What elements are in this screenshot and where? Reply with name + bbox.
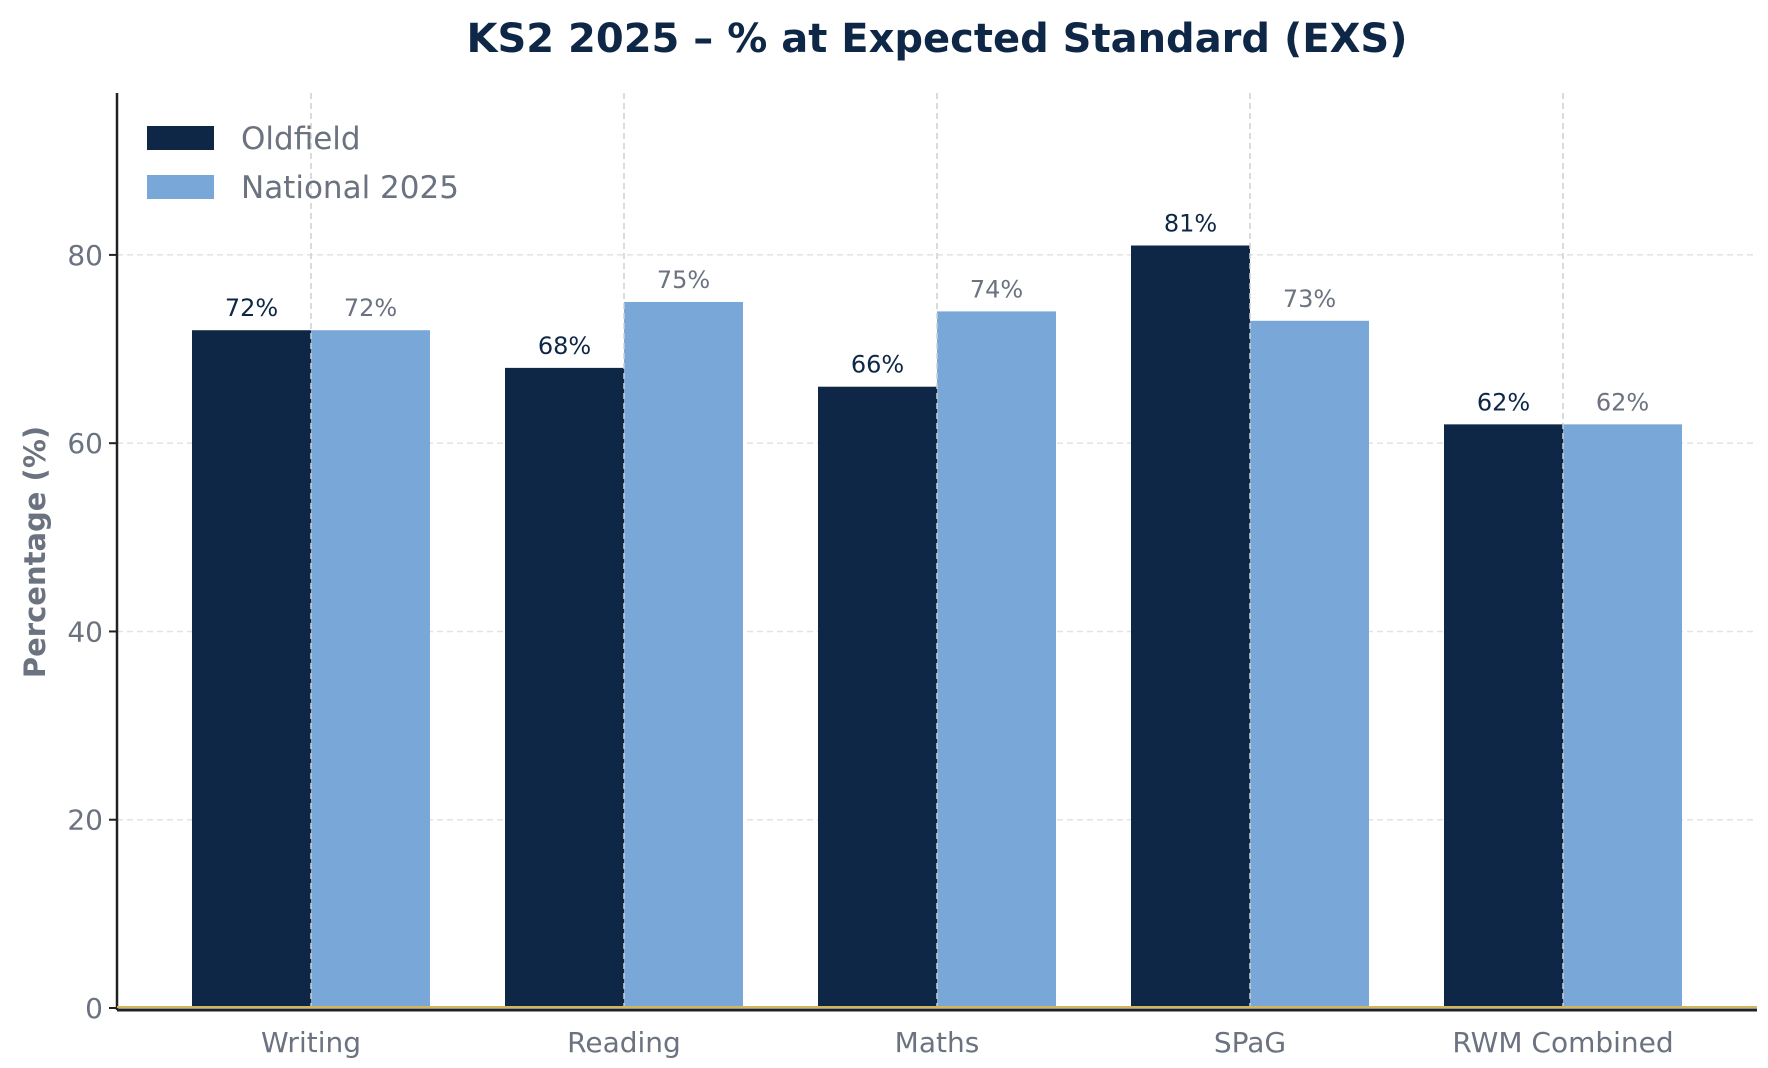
data-label: 74%: [970, 275, 1023, 303]
bar-writing-national-2025: [311, 330, 430, 1008]
bars: [192, 245, 1682, 1009]
x-tick-label: SPaG: [1214, 1026, 1286, 1059]
x-tick-label: Reading: [567, 1026, 681, 1059]
data-label: 72%: [344, 294, 397, 322]
x-tick-label: Writing: [261, 1026, 361, 1059]
bar-reading-national-2025: [624, 301, 743, 1009]
bar-rwm-combined-national-2025: [1563, 424, 1682, 1008]
legend-label: National 2025: [241, 170, 459, 206]
x-tick-label: Maths: [895, 1026, 980, 1059]
y-tick-label: 20: [67, 804, 103, 837]
x-tick-label: RWM Combined: [1452, 1026, 1673, 1059]
y-tick-label: 60: [67, 427, 103, 460]
data-label: 62%: [1596, 388, 1649, 416]
chart-title: KS2 2025 – % at Expected Standard (EXS): [466, 16, 1407, 62]
bar-rwm-combined-oldfield: [1444, 424, 1563, 1008]
y-tick-label: 40: [67, 615, 103, 648]
legend-label: Oldfield: [241, 121, 361, 157]
legend-swatch: [147, 126, 214, 150]
bar-writing-oldfield: [192, 330, 311, 1008]
axes: 0 20 40 60 80 Writing Reading Maths SPaG RWM Comb…: [67, 93, 1757, 1059]
legend: Oldfield National 2025: [147, 121, 459, 206]
data-label: 72%: [225, 294, 278, 322]
y-tick-label: 80: [67, 239, 103, 272]
data-label: 66%: [851, 351, 904, 379]
data-labels: 72% 68% 66% 81% 62% 72% 75% 74% 73% 62%: [225, 93, 1649, 1008]
y-axis-label: Percentage (%): [18, 426, 52, 678]
bar-maths-national-2025: [937, 311, 1056, 1009]
bar-maths-oldfield: [818, 386, 937, 1008]
y-tick-label: 0: [85, 992, 103, 1025]
bar-spag-oldfield: [1131, 245, 1250, 1008]
data-label: 62%: [1477, 388, 1530, 416]
legend-swatch: [147, 175, 214, 199]
data-label: 81%: [1164, 210, 1217, 238]
data-label: 75%: [657, 266, 710, 294]
data-label: 73%: [1283, 285, 1336, 313]
bar-reading-oldfield: [505, 367, 624, 1008]
data-label: 68%: [538, 332, 591, 360]
bar-spag-national-2025: [1250, 320, 1369, 1008]
